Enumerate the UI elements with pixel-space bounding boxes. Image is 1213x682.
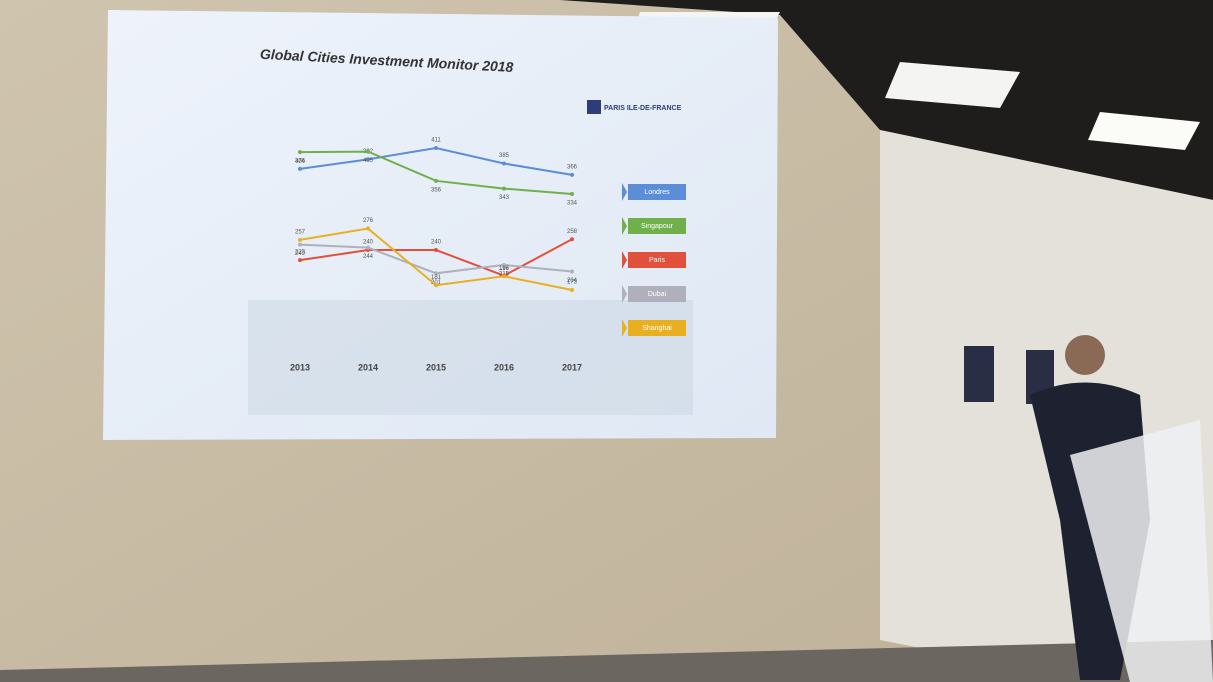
data-label: 173 [567,280,578,286]
legend-label: Dubai [648,291,667,298]
legend-label: Londres [644,189,670,196]
photo: Global Cities Investment Monitor 2018 PA… [0,0,1213,682]
point [570,288,574,292]
point [298,238,302,242]
point [298,258,302,262]
data-label: 366 [567,164,578,170]
point [502,187,506,191]
data-label: 405 [363,158,374,164]
data-label: 411 [431,138,441,144]
data-label: 404 [295,159,306,165]
point [298,243,302,247]
point [366,246,370,250]
page: {"chart_data": {"type": "line", "title":… [0,0,1213,682]
logo-text: PARIS ILE-DE-FRANCE [604,105,682,112]
x-tick-label: 2013 [290,362,310,372]
point [570,173,574,177]
point [570,237,574,241]
data-label: 240 [363,240,374,246]
legend-label: Shanghai [642,325,672,332]
x-tick-label: 2014 [358,362,378,372]
point [434,179,438,183]
data-label: 240 [431,240,442,246]
point [366,150,370,154]
point [570,192,574,196]
data-label: 276 [363,218,374,224]
logo-mark [587,100,601,114]
point [434,146,438,150]
data-label: 343 [499,195,510,201]
data-label: 385 [499,153,510,159]
data-label: 257 [295,229,306,235]
poster [964,346,994,402]
data-label: 249 [295,251,306,257]
point [502,274,506,278]
point [570,270,574,274]
point [502,162,506,166]
data-label: 356 [431,187,442,193]
point [298,150,302,154]
data-label: 196 [499,266,510,272]
x-tick-label: 2017 [562,362,582,372]
slide-photo [248,300,693,415]
x-tick-label: 2015 [426,362,446,372]
data-label: 244 [363,254,374,260]
point [366,227,370,231]
legend-label: Paris [649,257,665,264]
point [434,283,438,287]
data-label: 181 [431,275,442,281]
data-label: 258 [567,229,578,235]
data-label: 334 [567,201,578,207]
legend-label: Singapour [641,223,674,230]
point [298,167,302,171]
point [434,248,438,252]
x-tick-label: 2016 [494,362,514,372]
